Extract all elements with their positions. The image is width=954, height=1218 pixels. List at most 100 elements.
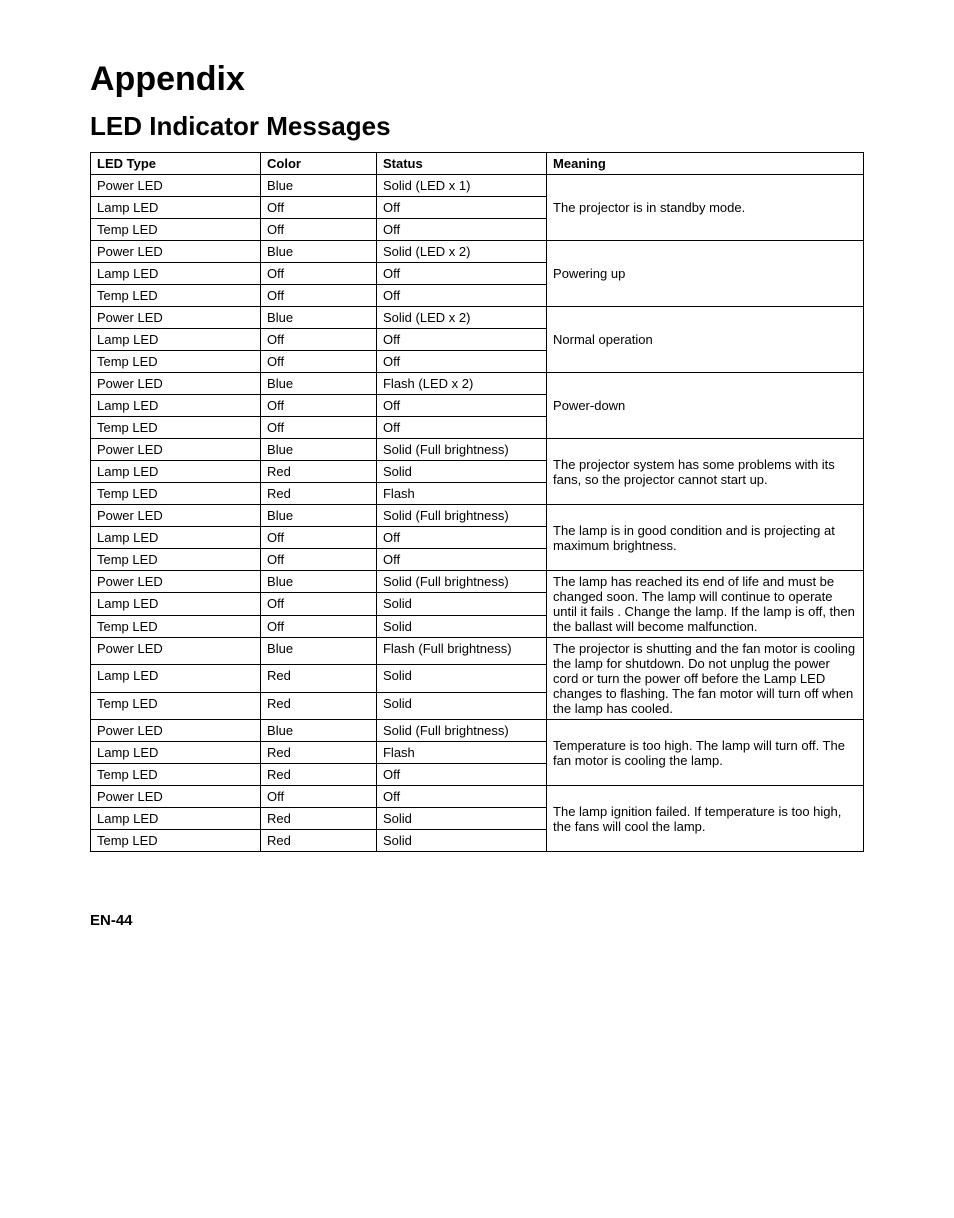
cell-color: Blue [261,638,377,665]
cell-led-type: Temp LED [91,285,261,307]
cell-status: Flash (Full brightness) [376,638,546,665]
cell-led-type: Power LED [91,571,261,593]
cell-color: Blue [261,373,377,395]
cell-color: Off [261,285,377,307]
cell-color: Blue [261,241,377,263]
table-row: Power LEDBlueSolid (Full brightness)The … [91,571,864,593]
table-row: Power LEDBlueFlash (LED x 2)Power-down [91,373,864,395]
col-header-color: Color [261,153,377,175]
cell-status: Solid [376,830,546,852]
cell-status: Off [376,417,546,439]
cell-meaning: The lamp ignition failed. If temperature… [547,786,864,852]
cell-color: Off [261,395,377,417]
cell-status: Off [376,219,546,241]
cell-led-type: Lamp LED [91,593,261,615]
cell-color: Blue [261,505,377,527]
cell-color: Off [261,219,377,241]
cell-led-type: Power LED [91,373,261,395]
cell-color: Blue [261,307,377,329]
cell-status: Off [376,351,546,373]
cell-status: Solid (Full brightness) [376,505,546,527]
cell-status: Solid [376,692,546,719]
cell-led-type: Power LED [91,439,261,461]
cell-color: Red [261,808,377,830]
cell-status: Solid [376,665,546,692]
cell-color: Off [261,417,377,439]
cell-color: Off [261,786,377,808]
cell-status: Off [376,197,546,219]
cell-color: Blue [261,175,377,197]
cell-color: Red [261,692,377,719]
cell-led-type: Temp LED [91,351,261,373]
cell-meaning: The projector is shutting and the fan mo… [547,638,864,720]
cell-status: Off [376,285,546,307]
table-row: Power LEDBlueSolid (LED x 2)Powering up [91,241,864,263]
table-row: Power LEDBlueSolid (Full brightness)The … [91,505,864,527]
table-row: Power LEDBlueFlash (Full brightness)The … [91,638,864,665]
cell-status: Solid [376,593,546,615]
cell-status: Solid (Full brightness) [376,439,546,461]
cell-led-type: Power LED [91,638,261,665]
cell-status: Solid [376,808,546,830]
cell-color: Blue [261,720,377,742]
cell-led-type: Lamp LED [91,742,261,764]
cell-color: Off [261,593,377,615]
col-header-led-type: LED Type [91,153,261,175]
cell-status: Solid (LED x 2) [376,241,546,263]
cell-led-type: Power LED [91,175,261,197]
col-header-meaning: Meaning [547,153,864,175]
cell-color: Red [261,483,377,505]
cell-meaning: Powering up [547,241,864,307]
cell-led-type: Lamp LED [91,395,261,417]
cell-status: Flash [376,742,546,764]
cell-led-type: Temp LED [91,692,261,719]
cell-color: Off [261,615,377,637]
cell-color: Red [261,742,377,764]
appendix-heading: Appendix [90,60,864,99]
cell-meaning: The lamp has reached its end of life and… [547,571,864,638]
cell-color: Off [261,197,377,219]
table-row: Power LEDBlueSolid (Full brightness)Temp… [91,720,864,742]
cell-status: Off [376,549,546,571]
cell-status: Solid [376,615,546,637]
cell-led-type: Temp LED [91,549,261,571]
cell-led-type: Temp LED [91,219,261,241]
cell-led-type: Lamp LED [91,329,261,351]
cell-led-type: Temp LED [91,615,261,637]
cell-meaning: Power-down [547,373,864,439]
cell-color: Off [261,329,377,351]
table-row: Power LEDBlueSolid (Full brightness)The … [91,439,864,461]
cell-status: Off [376,395,546,417]
cell-led-type: Power LED [91,307,261,329]
cell-led-type: Lamp LED [91,461,261,483]
cell-meaning: The projector is in standby mode. [547,175,864,241]
cell-color: Red [261,764,377,786]
cell-meaning: Temperature is too high. The lamp will t… [547,720,864,786]
cell-status: Solid (LED x 2) [376,307,546,329]
cell-meaning: The projector system has some problems w… [547,439,864,505]
cell-led-type: Power LED [91,241,261,263]
cell-led-type: Lamp LED [91,665,261,692]
cell-color: Red [261,461,377,483]
page-number: EN-44 [90,912,864,929]
cell-led-type: Temp LED [91,830,261,852]
cell-meaning: Normal operation [547,307,864,373]
section-heading: LED Indicator Messages [90,111,864,142]
table-row: Power LEDOffOffThe lamp ignition failed.… [91,786,864,808]
cell-led-type: Lamp LED [91,197,261,219]
cell-led-type: Power LED [91,720,261,742]
cell-color: Red [261,830,377,852]
table-row: Power LEDBlueSolid (LED x 2)Normal opera… [91,307,864,329]
cell-led-type: Power LED [91,786,261,808]
cell-led-type: Lamp LED [91,527,261,549]
cell-color: Off [261,263,377,285]
cell-status: Solid [376,461,546,483]
cell-color: Off [261,351,377,373]
cell-color: Red [261,665,377,692]
cell-status: Solid (LED x 1) [376,175,546,197]
cell-status: Off [376,263,546,285]
cell-status: Flash [376,483,546,505]
cell-meaning: The lamp is in good condition and is pro… [547,505,864,571]
cell-color: Blue [261,439,377,461]
cell-led-type: Lamp LED [91,808,261,830]
